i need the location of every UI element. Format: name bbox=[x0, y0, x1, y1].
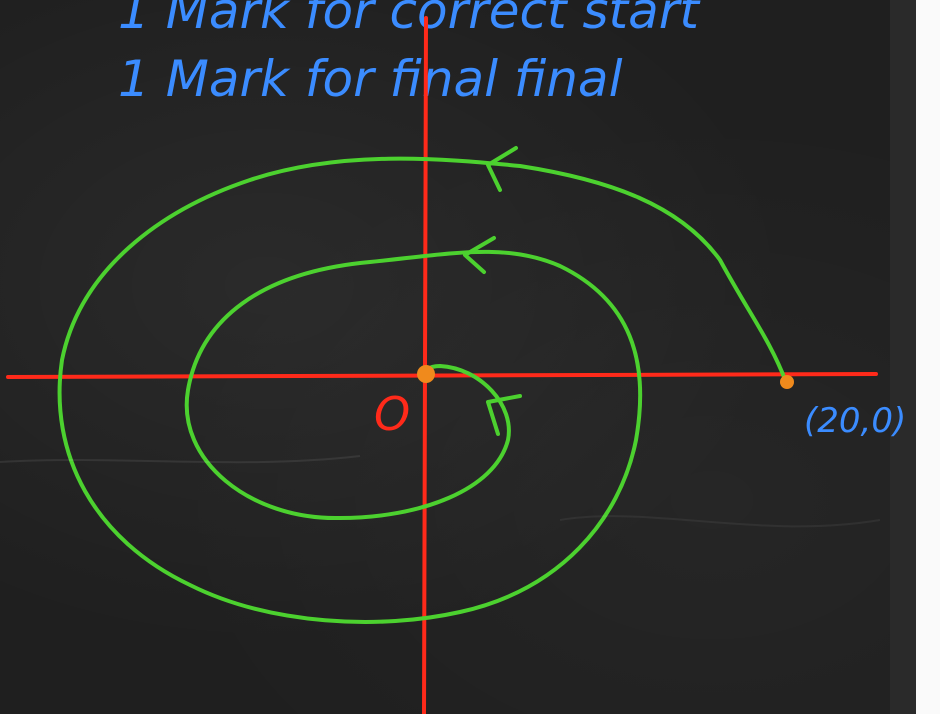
x-axis bbox=[6, 372, 878, 379]
origin-marker bbox=[417, 365, 435, 383]
chalk-smudge bbox=[0, 455, 361, 464]
note-line-2: 1 Mark for final final bbox=[118, 50, 623, 108]
origin-label: O bbox=[374, 387, 410, 441]
side-panel-edge bbox=[916, 0, 940, 714]
spiral-trajectory bbox=[57, 156, 788, 624]
outer-loop-arrow bbox=[486, 146, 518, 192]
chalk-smudge bbox=[559, 515, 881, 528]
chalkboard-canvas[interactable] bbox=[0, 0, 890, 714]
start-point-marker bbox=[780, 375, 794, 389]
center-loop-arrow bbox=[486, 394, 522, 436]
inner-loop-arrow bbox=[463, 236, 496, 274]
start-point-label: (20,0) bbox=[804, 401, 906, 441]
note-line-1: 1 Mark for correct start bbox=[118, 0, 701, 40]
